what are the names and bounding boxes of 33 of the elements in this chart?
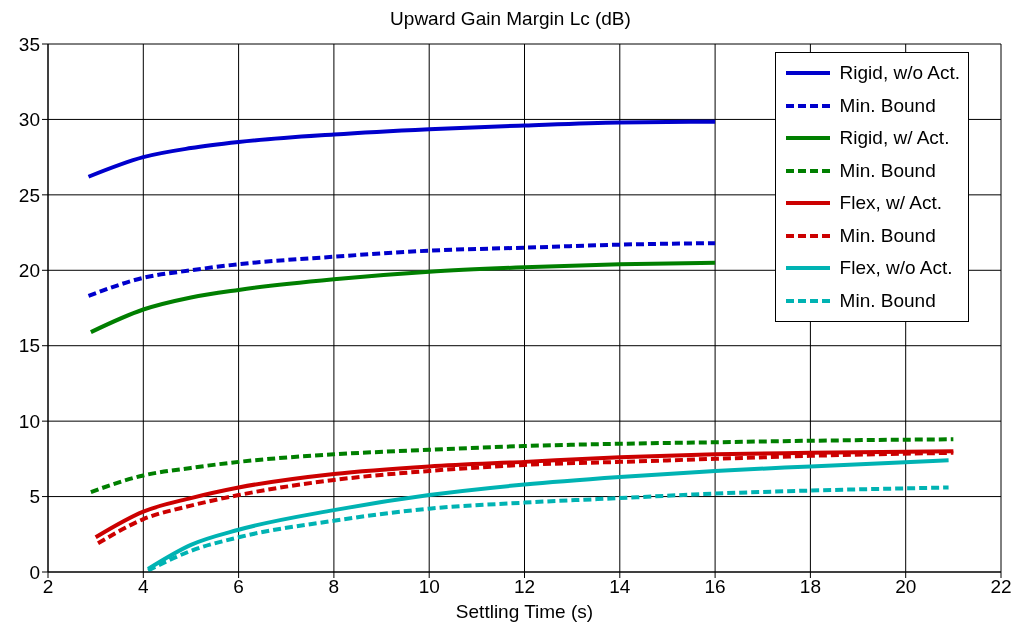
line-series xyxy=(86,241,718,298)
chart-title: Upward Gain Margin Lc (dB) xyxy=(389,8,632,31)
line-series xyxy=(86,119,718,179)
x-tick-label: 10 xyxy=(418,576,440,598)
x-tick-label: 22 xyxy=(990,576,1012,598)
legend-label: Min. Bound xyxy=(839,94,936,117)
x-tick-label: 4 xyxy=(138,576,150,598)
x-tick-label: 20 xyxy=(895,576,917,598)
y-tick-label: 25 xyxy=(18,184,40,206)
y-tick-label: 30 xyxy=(18,109,40,131)
line-series xyxy=(88,437,956,495)
x-tick-label: 12 xyxy=(513,576,536,598)
y-tick-label: 10 xyxy=(18,410,40,432)
y-tick-label: 5 xyxy=(29,486,40,508)
x-tick-label: 18 xyxy=(799,576,821,598)
legend-label: Flex, w/ Act. xyxy=(839,192,943,215)
legend-label: Min. Bound xyxy=(839,289,936,312)
legend-label: Min. Bound xyxy=(839,159,936,182)
legend-label: Rigid, w/ Act. xyxy=(839,127,950,150)
y-tick-label: 0 xyxy=(29,561,40,583)
x-tick-label: 6 xyxy=(233,576,244,598)
line-series xyxy=(88,260,718,335)
x-tick-label: 2 xyxy=(42,576,54,598)
x-tick-label: 8 xyxy=(328,576,340,598)
legend-label: Rigid, w/o Act. xyxy=(839,62,960,85)
y-tick-label: 35 xyxy=(18,33,40,55)
y-tick-label: 20 xyxy=(18,260,40,282)
x-tick-label: 14 xyxy=(609,576,631,598)
x-tick-label: 16 xyxy=(704,576,726,598)
x-axis-title: Settling Time (s) xyxy=(455,601,594,622)
legend-label: Min. Bound xyxy=(839,224,936,247)
legend-label: Flex, w/o Act. xyxy=(839,257,953,280)
y-tick-label: 15 xyxy=(18,335,40,357)
